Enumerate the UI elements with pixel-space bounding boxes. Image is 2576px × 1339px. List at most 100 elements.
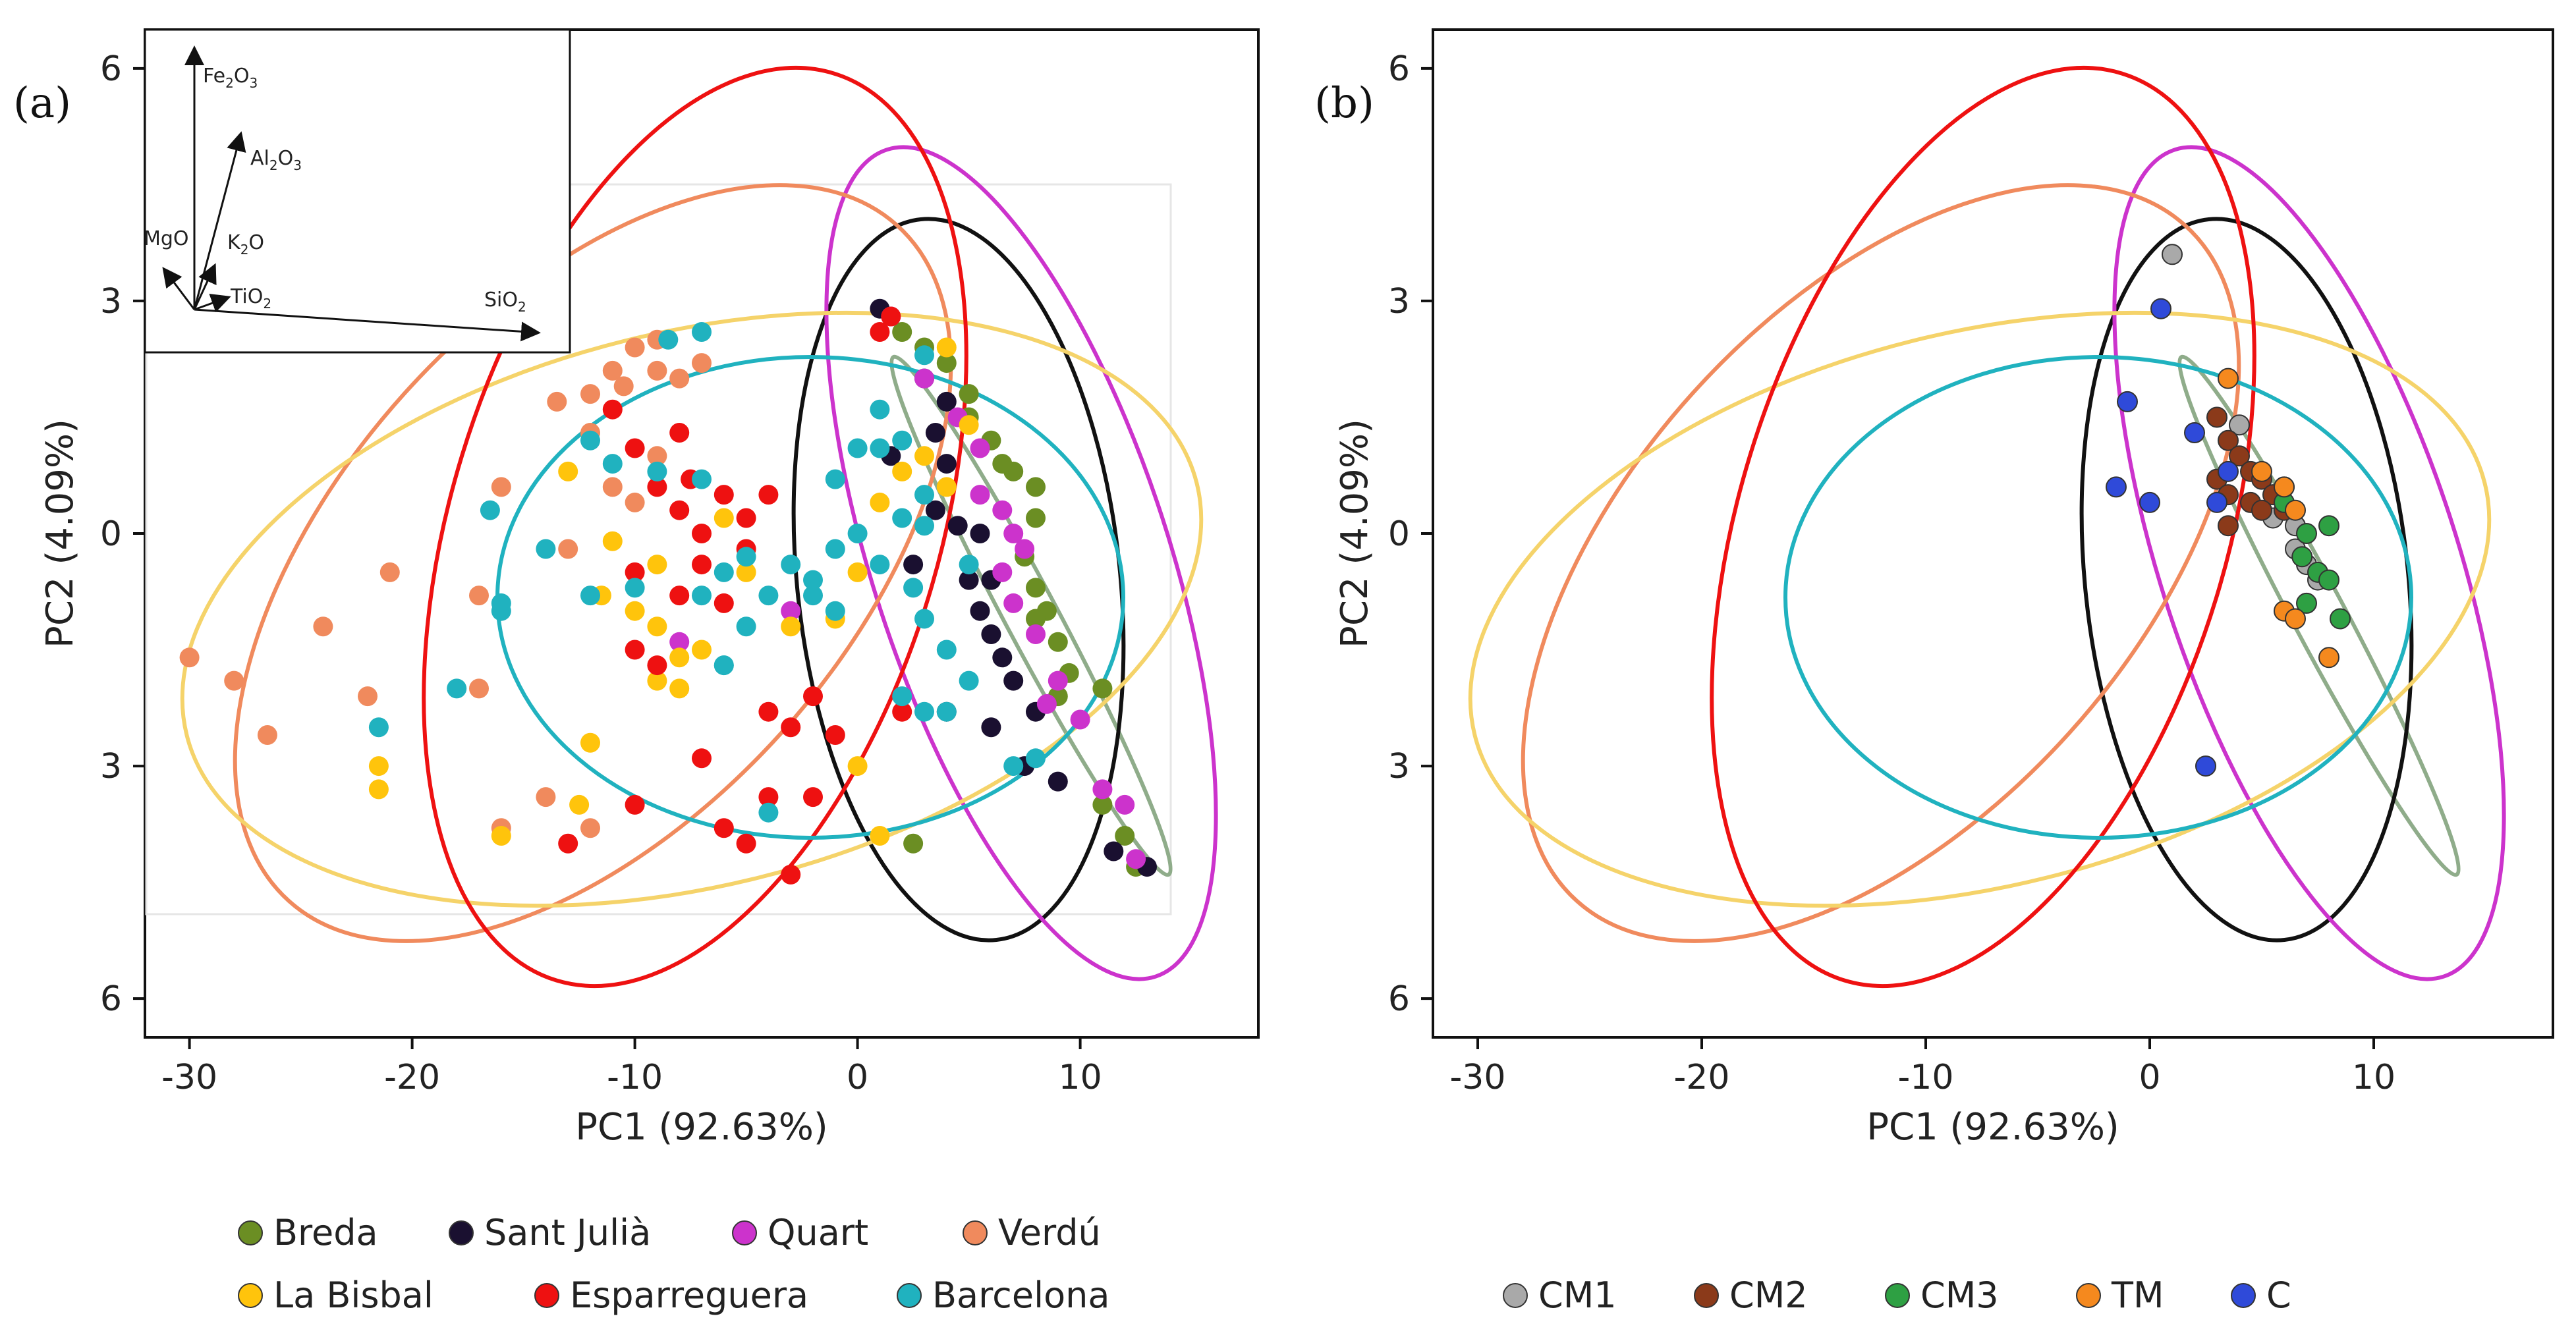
legend-label-quart: Quart <box>768 1212 868 1253</box>
point-c-1 <box>2117 391 2138 412</box>
x-tick-label-3: 0 <box>847 1058 868 1097</box>
legend-marker-barcelona <box>897 1283 922 1308</box>
legend-marker-breda <box>238 1220 263 1245</box>
point-cm3-7 <box>2296 592 2317 614</box>
legend-label-la-bisbal: La Bisbal <box>273 1274 434 1316</box>
point-esparreguera-1 <box>625 438 645 458</box>
panel-a-y-ticks: 6 3 0 3 6 <box>100 49 145 1019</box>
panel-a-ellipses <box>180 66 1218 988</box>
point-verdu-21 <box>580 384 600 404</box>
point-barcelona-5 <box>714 562 734 582</box>
point-verdu-12 <box>547 391 567 412</box>
point-barcelona-29 <box>936 701 957 722</box>
point-la-bisbal-26 <box>847 756 868 777</box>
point-la-bisbal-8 <box>625 601 645 621</box>
mgo-loading-arrow <box>162 267 196 310</box>
ellipse-verdu <box>233 183 953 943</box>
point-sant-julia-8 <box>959 570 979 590</box>
point-barcelona-13 <box>825 539 845 559</box>
point-c-2 <box>2184 422 2205 443</box>
point-barcelona-44 <box>692 322 712 342</box>
point-la-bisbal-3 <box>569 794 590 815</box>
point-barcelona-6 <box>692 586 712 606</box>
legend-label-cm2: CM2 <box>1729 1274 1808 1316</box>
point-esparreguera-7 <box>669 500 690 520</box>
ellipse-la-bisbal <box>180 310 1204 908</box>
point-verdu-6 <box>469 678 489 699</box>
loadings-biplot-inset: Fe2O3 Al2O3 MgO K2O TiO2 SiO2 <box>144 28 571 354</box>
point-breda-18 <box>903 833 924 854</box>
point-esparreguera-8 <box>647 477 667 497</box>
point-la-bisbal-24 <box>959 415 979 435</box>
x-tick-label-3: 0 <box>2139 1058 2160 1097</box>
point-verdu-4 <box>379 562 400 582</box>
panel-a-label: (a) <box>13 79 71 128</box>
point-barcelona-37 <box>447 678 467 699</box>
x-tick-label-0: -30 <box>1450 1058 1506 1097</box>
legend-marker-esparreguera <box>534 1283 559 1308</box>
legend-label-tm: TM <box>2111 1274 2164 1316</box>
point-breda-3 <box>959 384 979 404</box>
point-barcelona-4 <box>692 469 712 489</box>
point-cm3-2 <box>2318 515 2339 537</box>
panel-a-points <box>179 298 1157 885</box>
point-la-bisbal-20 <box>870 492 890 512</box>
legend-marker-sant-julia <box>449 1220 474 1245</box>
point-esparreguera-18 <box>758 701 779 722</box>
x-tick-label-2: -10 <box>607 1058 663 1097</box>
point-c-3 <box>2218 460 2239 482</box>
point-la-bisbal-16 <box>736 562 756 582</box>
point-verdu-16 <box>647 360 667 381</box>
y-tick-label-0: 6 <box>100 49 122 89</box>
point-verdu-14 <box>602 360 623 381</box>
point-barcelona-42 <box>1003 756 1024 777</box>
point-sant-julia-10 <box>970 601 990 621</box>
mgo-label: MgO <box>144 227 189 250</box>
point-esparreguera-5 <box>736 508 756 528</box>
point-barcelona-33 <box>625 578 645 598</box>
legend-label-sant-julia: Sant Julià <box>484 1212 651 1253</box>
point-barcelona-12 <box>803 570 823 590</box>
point-verdu-24 <box>625 492 645 512</box>
point-verdu-25 <box>558 539 578 559</box>
sio2-label: SiO2 <box>484 288 526 315</box>
legend-label-barcelona: Barcelona <box>932 1274 1109 1316</box>
legend-marker-cm2 <box>1694 1283 1719 1308</box>
panel-b-y-axis-title: PC2 (4.09%) <box>1333 419 1376 648</box>
point-c-0 <box>2150 298 2171 319</box>
point-esparreguera-19 <box>803 686 823 707</box>
ellipse-la-bisbal <box>1468 310 2492 908</box>
tio2-loading-arrow <box>194 294 231 313</box>
point-verdu-22 <box>692 353 712 373</box>
point-sant-julia-22 <box>903 555 924 575</box>
point-tm-5 <box>2285 608 2306 630</box>
point-quart-5 <box>992 500 1013 520</box>
point-la-bisbal-2 <box>491 826 511 846</box>
point-breda-16 <box>1115 826 1135 846</box>
point-esparreguera-4 <box>714 485 734 505</box>
point-esparreguera-20 <box>781 717 801 738</box>
ellipse-esparreguera <box>422 66 968 988</box>
point-verdu-1 <box>224 670 244 691</box>
panel-b: (b) 6 3 0 3 6 -30 -20 -10 0 10 PC1 (92.63%) PC2 … <box>1314 28 2554 1149</box>
legend-label-cm3: CM3 <box>1920 1274 1999 1316</box>
legend-label-esparreguera: Esparreguera <box>570 1274 808 1316</box>
legend-label-cm1: CM1 <box>1538 1274 1617 1316</box>
y-tick-label-1: 3 <box>100 282 122 321</box>
point-verdu-17 <box>669 368 690 389</box>
point-barcelona-24 <box>903 578 924 598</box>
point-quart-11 <box>1048 670 1068 691</box>
point-quart-8 <box>992 562 1013 582</box>
point-tm-0 <box>2218 368 2239 389</box>
point-quart-10 <box>1026 624 1046 644</box>
point-breda-7 <box>1026 508 1046 528</box>
al2o3-label: Al2O3 <box>250 147 302 173</box>
point-barcelona-2 <box>580 430 600 451</box>
point-c-5 <box>2139 491 2160 513</box>
point-la-bisbal-9 <box>647 616 667 637</box>
point-barcelona-26 <box>936 640 957 660</box>
point-esparreguera-21 <box>825 725 845 745</box>
point-barcelona-9 <box>736 616 756 637</box>
point-barcelona-17 <box>870 555 890 575</box>
point-la-bisbal-15 <box>714 508 734 528</box>
